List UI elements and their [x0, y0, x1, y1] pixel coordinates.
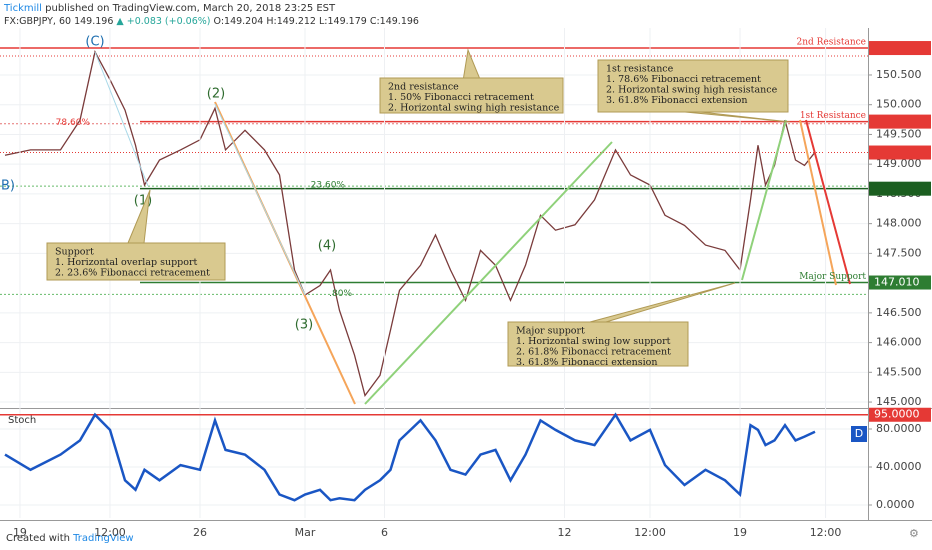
settings-icon[interactable]: ⚙ [909, 527, 919, 540]
arrow [364, 141, 613, 405]
level-text: 2nd Resistance [796, 38, 866, 48]
wave-label: (3) [295, 318, 313, 333]
y-tick-label: 148.000 [876, 217, 922, 230]
level-text: Major Support [799, 272, 866, 282]
badge-text: D [855, 427, 863, 440]
callout-text: 2nd resistance [388, 82, 459, 93]
callout-text: Support [55, 247, 94, 258]
wave-label: (4) [318, 239, 336, 254]
last: 149.196 [74, 16, 113, 27]
price-badge [869, 407, 931, 422]
callout-text: 2. 23.6% Fibonacci retracement [55, 268, 210, 279]
wave-label: B) [1, 179, 15, 194]
callout-text: 1. 50% Fibonacci retracement [388, 92, 534, 103]
x-tick-label: 12:00 [810, 526, 842, 539]
change: +0.083 (+0.06%) [127, 16, 211, 27]
arrow [805, 119, 851, 285]
badge-box [851, 426, 867, 442]
author[interactable]: Tickmill [3, 3, 42, 14]
callout-box [379, 77, 564, 114]
arrow [799, 119, 837, 286]
low: L:149.179 [319, 16, 367, 27]
x-tick-label: 12:00 [94, 526, 126, 539]
y-tick-label: 149.000 [876, 157, 922, 170]
x-tick-label: Mar [295, 526, 316, 539]
panel-title: Stoch [8, 415, 36, 426]
arrow-up: ▲ [116, 16, 124, 27]
y-tick-label: 145.500 [876, 365, 922, 378]
brand[interactable]: TradingView [72, 533, 133, 544]
fib-label: .80% [329, 289, 352, 299]
y-tick-label: 149.500 [876, 127, 922, 140]
y-tick-label: 0.0000 [876, 498, 915, 511]
fib-label: 23.60% [311, 181, 346, 191]
x-tick-label: 26 [193, 526, 207, 539]
created: Created with [6, 533, 70, 544]
fib-label: 78.60% [56, 118, 91, 128]
callout-text: 2. Horizontal swing high resistance [388, 103, 560, 114]
series-line [4, 412, 816, 502]
open: O:149.204 [214, 16, 264, 27]
price-badge [869, 275, 931, 290]
level-label: 95.0000 [874, 408, 920, 421]
y-tick-label: 145.000 [876, 395, 922, 408]
published: published on TradingView.com, March 20, … [45, 3, 336, 14]
y-tick-label: 146.000 [876, 336, 922, 349]
y-tick-label: 80.0000 [876, 422, 922, 435]
level-label: 147.010 [874, 276, 920, 289]
y-tick-label: 150.500 [876, 68, 922, 81]
symbol: FX:GBPJPY, 60 [4, 16, 71, 27]
wave-label: (2) [207, 87, 225, 102]
callout-box [597, 59, 789, 113]
callout-text: 3. 61.8% Fibonacci extension [606, 95, 747, 106]
arrows [94, 51, 851, 405]
header-line-1: Tickmill published on TradingView.com, M… [3, 3, 336, 14]
y-tick-label: 150.000 [876, 98, 922, 111]
header-line-2: FX:GBPJPY, 60 149.196 ▲ +0.083 (+0.06%) … [4, 16, 419, 27]
wave-label: (C) [85, 35, 104, 50]
callout-text: 1. Horizontal overlap support [55, 257, 198, 268]
close: C:149.196 [370, 16, 419, 27]
price-badge [869, 181, 931, 196]
y-tick-label: 40.0000 [876, 460, 922, 473]
level-text: 1st Resistance [800, 111, 866, 121]
callout-text: 3. 61.8% Fibonacci extension [516, 357, 657, 368]
callout-text: 1st resistance [606, 64, 674, 75]
callout-box [507, 321, 689, 367]
y-tick-label: 146.500 [876, 306, 922, 319]
callout-text: Major support [516, 326, 585, 337]
x-tick-label: 19 [733, 526, 747, 539]
callout-box [46, 242, 226, 281]
callout-text: 1. 78.6% Fibonacci retracement [606, 74, 761, 85]
callout-text: 2. 61.8% Fibonacci retracement [516, 347, 671, 358]
footer: Created with TradingView [6, 533, 134, 544]
y-tick-label: 147.500 [876, 246, 922, 259]
guide [214, 103, 306, 296]
series-line [4, 49, 816, 397]
callout-text: 2. Horizontal swing high resistance [606, 85, 778, 96]
price-badge [869, 41, 931, 56]
x-tick-label: 12 [558, 526, 572, 539]
price-badge [869, 145, 931, 160]
x-tick-label: 19 [13, 526, 27, 539]
guide [94, 51, 149, 187]
arrow [741, 119, 787, 281]
callout-text: 1. Horizontal swing low support [516, 336, 671, 347]
x-tick-label: 12:00 [634, 526, 666, 539]
high: H:149.212 [266, 16, 316, 27]
price-badge [869, 114, 931, 129]
x-tick-label: 6 [381, 526, 388, 539]
